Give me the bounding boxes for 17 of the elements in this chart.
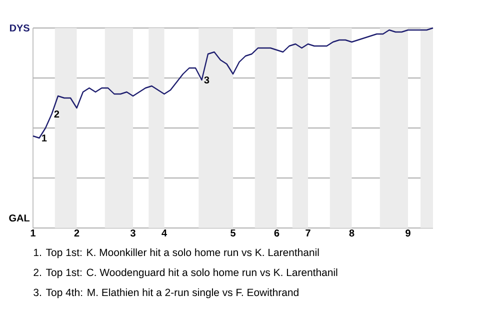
text: DYS: [10, 24, 30, 32]
x-tick-label: 6: [274, 230, 280, 237]
x-tick-label: 1: [30, 230, 36, 236]
x-tick-label: 9: [406, 230, 410, 237]
annotation: 2: [54, 110, 60, 118]
x-tick-label: 4: [162, 230, 167, 236]
text: GAL: [9, 214, 30, 222]
annotation: 3: [204, 76, 210, 84]
x-tick-label: 3: [130, 230, 136, 237]
text: 3. Top 4th: M. Elathien hit a 2-run single vs F. Eowithrand: [34, 288, 298, 298]
x-tick-label: 7: [306, 230, 310, 236]
text: 1. Top 1st: K. Moonkiller hit a solo home run vs K. Larenthanil: [34, 248, 319, 258]
x-tick-label: 8: [349, 230, 354, 237]
x-tick-label: 5: [230, 230, 236, 236]
x-tick-label: 2: [74, 230, 80, 236]
text: 2. Top 1st: C. Woodenguard hit a solo home run vs K. Larenthanil: [34, 268, 338, 278]
annotation: 1: [42, 134, 47, 142]
